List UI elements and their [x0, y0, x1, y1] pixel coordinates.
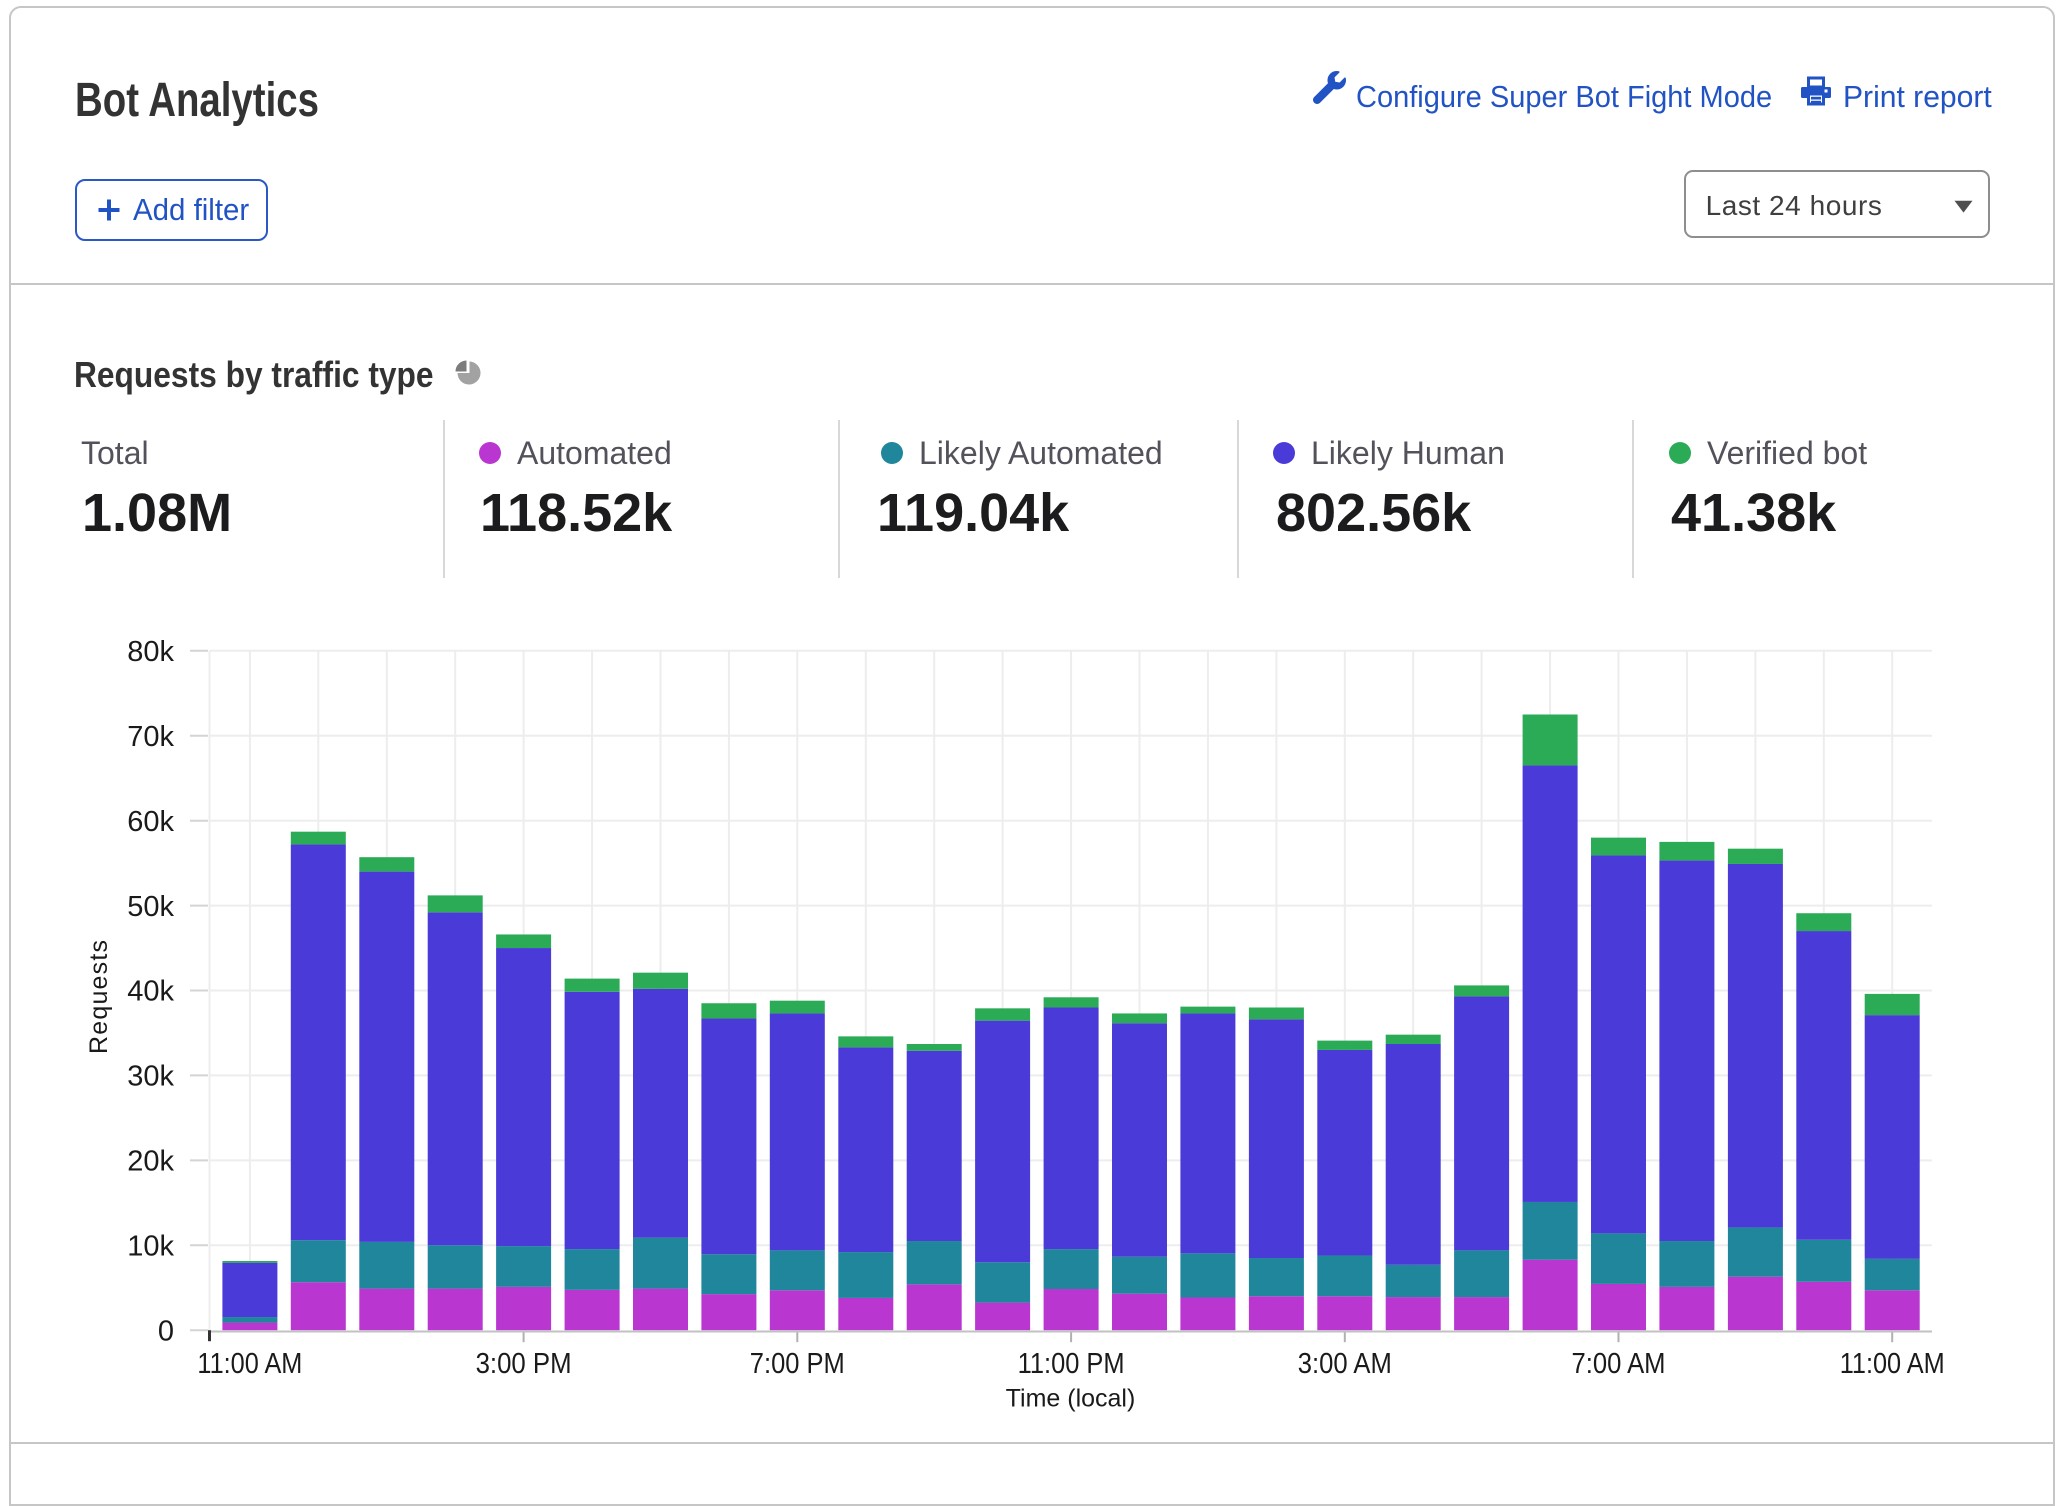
svg-text:50k: 50k [127, 891, 174, 923]
svg-text:0: 0 [158, 1315, 174, 1347]
svg-text:3:00 AM: 3:00 AM [1298, 1348, 1392, 1380]
svg-text:11:00 AM: 11:00 AM [197, 1348, 302, 1380]
svg-text:20k: 20k [127, 1146, 174, 1178]
svg-text:Requests: Requests [85, 940, 113, 1054]
svg-text:80k: 80k [127, 636, 174, 668]
svg-text:Time (local): Time (local) [1006, 1385, 1136, 1413]
svg-text:11:00 PM: 11:00 PM [1018, 1348, 1125, 1380]
svg-text:30k: 30k [127, 1061, 174, 1093]
svg-text:10k: 10k [127, 1231, 174, 1263]
svg-text:7:00 AM: 7:00 AM [1572, 1348, 1666, 1380]
svg-text:7:00 PM: 7:00 PM [750, 1348, 845, 1380]
svg-text:40k: 40k [127, 976, 174, 1008]
svg-text:70k: 70k [127, 721, 174, 753]
svg-text:3:00 PM: 3:00 PM [476, 1348, 572, 1380]
svg-text:60k: 60k [127, 806, 174, 838]
svg-text:11:00 AM: 11:00 AM [1840, 1348, 1945, 1380]
